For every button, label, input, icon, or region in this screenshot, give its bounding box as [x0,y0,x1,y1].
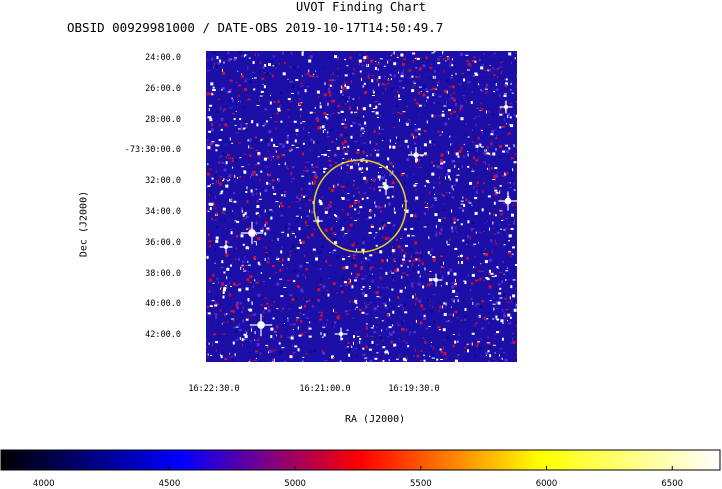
y-tick-label: 28:00.0 [145,114,181,125]
y-tick-label: 36:00.0 [145,237,181,248]
y-tick-label: 38:00.0 [145,268,181,279]
y-tick-label: 32:00.0 [145,176,181,187]
sky-image [206,51,517,362]
y-tick-label: 24:00.0 [145,53,181,63]
colorbar-tick-label: 6000 [535,479,558,489]
y-tick-label: 34:00.0 [145,207,181,217]
colorbar-tick-label: 6500 [661,479,684,489]
chart-subtitle: OBSID 00929981000 / DATE-OBS 2019-10-17T… [67,20,444,35]
colorbar [0,449,721,471]
target-region-circle [313,159,407,253]
chart-title: UVOT Finding Chart [295,0,427,14]
y-axis-label: Dec (J2000) [78,190,90,258]
colorbar-tick-label: 5000 [284,479,306,489]
y-tick-label: 26:00.0 [145,83,181,94]
colorbar-tick-label: 4000 [32,479,55,489]
y-tick-label: -73:30:00.0 [124,145,181,156]
y-tick-label: 40:00.0 [145,299,181,310]
x-tick-label: 16:19:30.0 [388,384,440,394]
y-tick-label: 42:00.0 [145,330,181,341]
x-tick-label: 16:22:30.0 [188,384,240,394]
colorbar-tick-label: 5500 [410,479,432,489]
colorbar-tick-label: 4500 [158,479,181,489]
x-tick-label: 16:21:00.0 [299,384,351,394]
bright-stars [219,100,517,341]
x-axis-label: RA (J2000) [345,414,406,425]
image-speckles [206,51,517,362]
